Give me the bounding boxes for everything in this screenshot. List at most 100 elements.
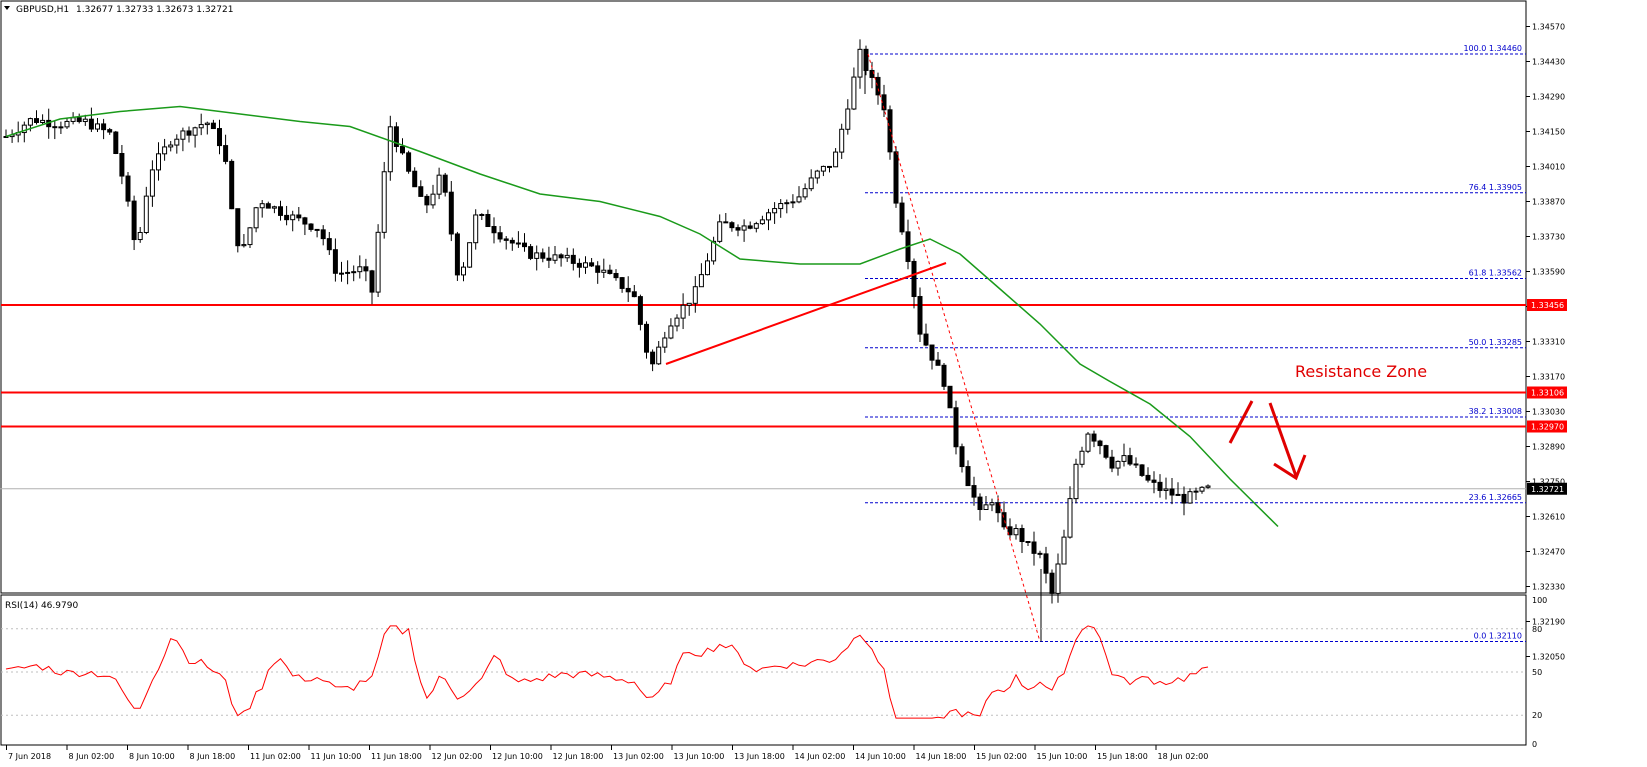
candle-body — [845, 108, 851, 130]
candle-body — [76, 117, 82, 123]
candle-body — [851, 76, 857, 110]
candle-body — [58, 126, 64, 129]
candle-body — [1091, 433, 1097, 442]
main-chart-frame — [0, 0, 1527, 594]
candle-body — [899, 202, 905, 233]
candle-body — [131, 200, 137, 241]
candle-body — [1085, 433, 1091, 452]
candle-body — [180, 130, 186, 140]
candle-body — [259, 203, 265, 209]
current-price-tag — [1527, 482, 1567, 495]
candle-body — [156, 153, 161, 171]
candle-body — [320, 229, 326, 240]
fib-level-label: 61.8 1.33562 — [1469, 269, 1522, 278]
candle-body — [223, 145, 229, 162]
candle-body — [271, 206, 277, 209]
candle-body — [735, 227, 741, 231]
candle-body — [40, 119, 46, 123]
level-price-label: 1.33456 — [1531, 301, 1564, 310]
candle-body — [808, 177, 814, 190]
candle-body — [174, 138, 180, 146]
candle-body — [143, 195, 149, 233]
candle-body — [619, 277, 625, 289]
candle-body — [522, 242, 527, 248]
candle-body — [198, 124, 204, 129]
candle-body — [631, 291, 637, 298]
candle-body — [935, 359, 941, 366]
price-tick-label: 1.33730 — [1532, 233, 1565, 242]
candle-body — [589, 262, 595, 267]
price-tick-label: 1.33590 — [1532, 268, 1565, 277]
price-tick-label: 1.32190 — [1532, 618, 1565, 627]
candle-body — [995, 502, 1001, 514]
candle-body — [339, 272, 344, 275]
candle-body — [503, 238, 509, 241]
down-arrow-head-icon — [1273, 454, 1307, 481]
candle-body — [27, 118, 33, 126]
candle-body — [863, 48, 869, 71]
down-arrow-stroke — [1268, 402, 1298, 477]
candle-body — [1079, 450, 1085, 465]
candle-body — [278, 206, 283, 216]
candle-body — [168, 144, 174, 148]
time-tick-label: 12 Jun 02:00 — [432, 752, 483, 761]
time-tick-label: 11 Jun 18:00 — [371, 752, 422, 761]
time-tick-label: 13 Jun 18:00 — [734, 752, 785, 761]
candle-body — [351, 271, 357, 274]
candle-body — [1115, 460, 1121, 469]
candle-body — [959, 446, 965, 468]
candle-body — [393, 126, 399, 147]
candle-body — [412, 170, 418, 188]
candle-body — [989, 502, 995, 506]
candle-body — [400, 145, 405, 154]
time-tick-label: 15 Jun 02:00 — [976, 752, 1027, 761]
candle-body — [552, 254, 558, 261]
candle-body — [625, 287, 631, 293]
candle-body — [790, 201, 796, 204]
rsi-panel-frame — [0, 594, 1527, 746]
chart-header: GBPUSD,H1 1.32677 1.32733 1.32673 1.3272… — [4, 5, 233, 15]
candle-body — [656, 346, 662, 365]
candle-body — [1145, 474, 1151, 481]
price-tick-label: 1.32750 — [1532, 478, 1565, 487]
candle-body — [308, 223, 314, 230]
candle-body — [95, 123, 100, 130]
candle-body — [971, 485, 977, 498]
candle-body — [21, 124, 27, 134]
candle-body — [576, 262, 582, 268]
candle-body — [34, 118, 39, 123]
candle-body — [668, 325, 674, 339]
candle-body — [747, 225, 753, 229]
candle-body — [436, 174, 442, 195]
candle-body — [375, 231, 381, 293]
candle-body — [802, 188, 808, 198]
candle-body — [778, 203, 784, 210]
candle-body — [210, 122, 216, 130]
candle-body — [1055, 563, 1061, 594]
candle-body — [1193, 490, 1199, 493]
candle-body — [290, 214, 296, 221]
candle-body — [839, 128, 845, 153]
candle-body — [314, 228, 320, 231]
candle-body — [857, 48, 863, 78]
candle-body — [387, 126, 393, 173]
candle-body — [491, 226, 497, 234]
candle-body — [217, 128, 222, 147]
candle-body — [741, 225, 747, 231]
candle-body — [485, 213, 491, 228]
candle-body — [1073, 463, 1079, 500]
candle-body — [461, 266, 466, 276]
level-price-label: 1.32970 — [1531, 423, 1564, 432]
price-tick-label: 1.32050 — [1532, 653, 1565, 662]
level-price-tag — [1527, 420, 1567, 433]
candle-body — [162, 146, 168, 155]
dropdown-arrow-icon[interactable] — [4, 6, 10, 10]
candle-body — [101, 123, 107, 131]
candle-body — [235, 208, 241, 247]
resistance-zone-label: Resistance Zone — [1295, 362, 1427, 381]
candle-body — [1007, 526, 1013, 536]
candle-body — [644, 323, 649, 353]
candle-body — [784, 202, 790, 205]
fib-diagonal-line — [867, 53, 1041, 642]
time-tick-label: 12 Jun 18:00 — [553, 752, 604, 761]
